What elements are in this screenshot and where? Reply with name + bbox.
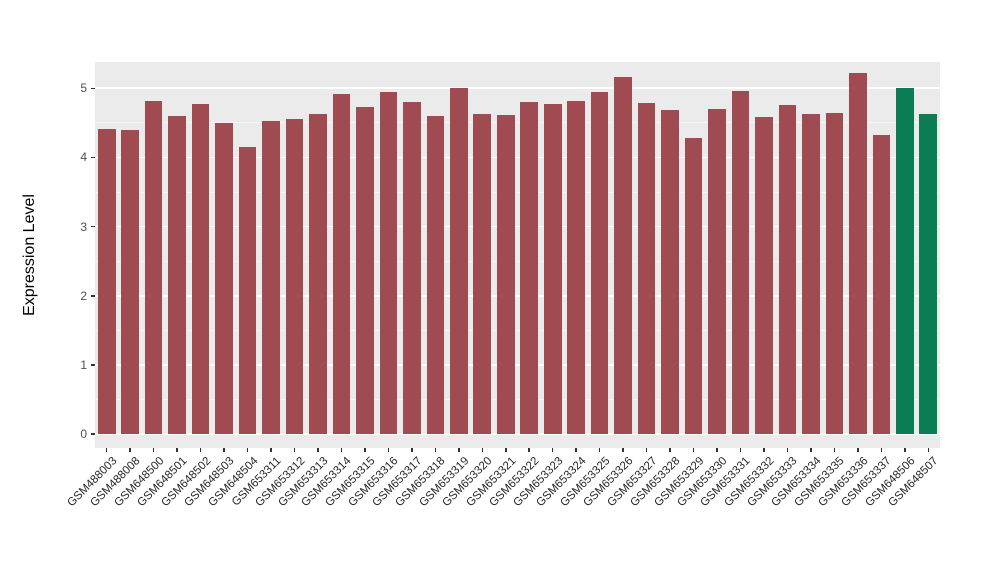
bar-GSM653317 (403, 102, 421, 435)
bar-GSM648501 (168, 115, 186, 435)
bar-GSM653328 (661, 110, 679, 435)
bar-GSM648503 (215, 122, 233, 435)
x-tick-mark (810, 448, 812, 452)
bar-GSM653325 (590, 91, 609, 435)
y-tick-label: 5 (80, 81, 87, 96)
y-tick-mark (91, 156, 95, 159)
y-tick-label: 3 (80, 219, 87, 234)
x-tick-mark (763, 448, 765, 452)
y-tick-label: 0 (80, 427, 87, 442)
x-tick-mark (598, 448, 601, 452)
y-tick-mark (91, 433, 95, 435)
x-tick-mark (293, 448, 296, 452)
bar-GSM653335 (825, 113, 844, 435)
y-tick-mark (91, 364, 95, 366)
bar-GSM653332 (755, 117, 773, 435)
x-tick-mark (880, 448, 883, 452)
bar-GSM653313 (309, 113, 327, 435)
bar-GSM653311 (262, 121, 280, 435)
gridline-major (95, 156, 940, 159)
gridline-major (95, 87, 940, 90)
x-tick-mark (927, 448, 929, 452)
x-tick-mark (223, 448, 225, 452)
x-tick-mark (716, 448, 718, 452)
x-tick-mark (199, 448, 202, 452)
y-tick-label: 4 (80, 150, 87, 165)
bar-GSM653329 (684, 138, 703, 435)
bar-GSM653330 (708, 109, 726, 435)
x-tick-mark (176, 448, 178, 452)
bar-GSM653324 (567, 100, 585, 435)
bar-GSM653318 (426, 115, 445, 435)
gridline-major (95, 433, 940, 435)
plot-panel (95, 62, 940, 448)
x-tick-mark (411, 448, 413, 452)
bar-GSM653315 (356, 106, 374, 435)
gridline-major (95, 225, 940, 228)
x-tick-mark (645, 448, 648, 452)
x-tick-mark (481, 448, 484, 452)
x-tick-mark (105, 448, 108, 452)
bar-GSM653334 (802, 113, 820, 435)
x-tick-mark (669, 448, 671, 452)
x-tick-mark (364, 448, 366, 452)
x-tick-mark (833, 448, 836, 452)
bar-GSM488003 (97, 129, 116, 435)
bar-GSM648500 (144, 100, 163, 435)
bar-GSM653327 (637, 102, 656, 435)
x-tick-mark (152, 448, 155, 452)
x-tick-mark (246, 448, 249, 452)
bar-GSM648507 (919, 113, 938, 435)
x-tick-mark (387, 448, 390, 452)
bar-GSM653314 (332, 93, 351, 435)
x-tick-mark (434, 448, 437, 452)
x-tick-mark (270, 448, 272, 452)
gridline-minor (95, 260, 940, 262)
y-tick-mark (91, 295, 95, 297)
x-tick-mark (857, 448, 859, 452)
bar-GSM653320 (473, 113, 492, 435)
bar-GSM653323 (543, 104, 562, 435)
x-tick-mark (786, 448, 789, 452)
x-tick-mark (739, 448, 742, 452)
x-tick-mark (904, 448, 906, 452)
bar-GSM653333 (778, 104, 797, 435)
gridline-minor (95, 122, 940, 124)
gridline-minor (95, 329, 940, 331)
bar-GSM653312 (285, 119, 304, 435)
bar-GSM653331 (731, 91, 750, 435)
x-tick-mark (622, 448, 624, 452)
bar-GSM653336 (849, 73, 867, 435)
y-tick-mark (91, 225, 95, 228)
gridline-minor (95, 191, 940, 193)
gridline-minor (95, 399, 940, 401)
bar-GSM653337 (872, 134, 891, 435)
y-tick-label: 2 (80, 288, 87, 303)
bar-GSM488008 (121, 129, 139, 435)
bar-GSM653322 (520, 102, 539, 435)
bar-GSM648502 (191, 104, 210, 435)
x-tick-mark (317, 448, 319, 452)
bar-GSM648504 (238, 147, 257, 435)
y-tick-mark (91, 87, 95, 90)
bar-GSM653316 (379, 91, 398, 435)
bar-GSM653319 (450, 87, 468, 435)
x-tick-mark (575, 448, 577, 452)
x-tick-mark (505, 448, 507, 452)
x-tick-mark (340, 448, 343, 452)
x-tick-mark (458, 448, 460, 452)
x-tick-mark (129, 448, 131, 452)
x-tick-mark (692, 448, 695, 452)
y-tick-label: 1 (80, 357, 87, 372)
bar-GSM653321 (496, 115, 515, 435)
gridline-major (95, 295, 940, 297)
x-tick-mark (551, 448, 554, 452)
y-axis-title: Expression Level (21, 194, 38, 316)
gridline-major (95, 364, 940, 366)
x-tick-mark (528, 448, 530, 452)
bar-GSM648506 (895, 88, 914, 435)
bar-GSM653326 (614, 76, 632, 435)
